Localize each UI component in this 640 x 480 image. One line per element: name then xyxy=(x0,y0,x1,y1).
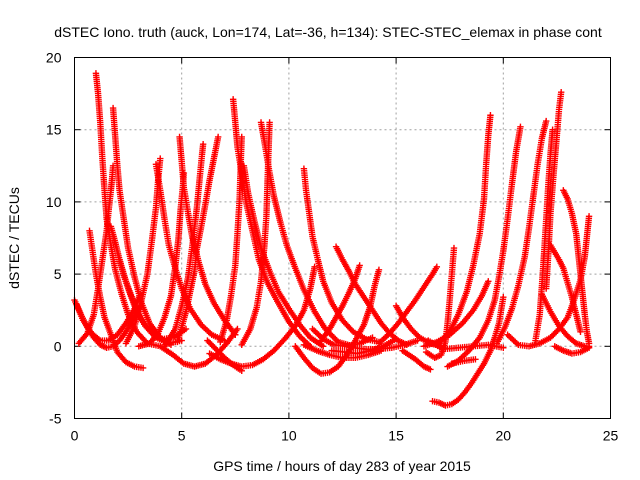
series-17 xyxy=(240,162,327,350)
y-tick-label: 15 xyxy=(46,122,62,138)
data-point xyxy=(487,112,494,119)
x-tick-label: 20 xyxy=(496,428,512,444)
y-tick-labels: -5 0 5 10 15 20 xyxy=(46,50,62,427)
series-38 xyxy=(425,337,507,353)
series-39 xyxy=(448,356,479,367)
data-point xyxy=(427,366,434,373)
y-tick-label: 0 xyxy=(54,338,62,354)
data-point xyxy=(585,344,593,351)
data-point xyxy=(450,244,458,252)
data-point xyxy=(500,294,507,301)
data-point xyxy=(320,343,327,350)
series-46 xyxy=(551,343,593,357)
data-point xyxy=(542,117,550,125)
series-31 xyxy=(375,263,441,347)
plot-frame xyxy=(74,57,611,419)
series-32 xyxy=(399,347,434,373)
data-point xyxy=(174,338,181,346)
series-40 xyxy=(493,117,550,347)
series-14 xyxy=(157,325,241,370)
x-tick-label: 0 xyxy=(71,428,79,444)
series-30 xyxy=(392,302,445,350)
data-point xyxy=(375,266,383,273)
x-tick-label: 25 xyxy=(603,428,619,444)
x-tick-label: 15 xyxy=(388,428,404,444)
series-13 xyxy=(174,133,222,346)
series-21 xyxy=(257,119,357,350)
data-point xyxy=(356,262,363,269)
series-45 xyxy=(504,213,593,350)
x-axis-label: GPS time / hours of day 283 of year 2015 xyxy=(213,458,471,474)
data-point xyxy=(549,126,556,133)
data-point xyxy=(392,335,400,343)
series-23 xyxy=(292,266,383,377)
data-points xyxy=(71,70,593,409)
x-tick-label: 10 xyxy=(281,428,297,444)
series-12 xyxy=(161,140,207,350)
data-point xyxy=(369,334,376,341)
series-35 xyxy=(435,112,494,347)
y-tick-label: -5 xyxy=(49,411,62,427)
data-point xyxy=(157,155,164,162)
chart-title: dSTEC Iono. truth (auck, Lon=174, Lat=-3… xyxy=(54,24,602,40)
y-tick-label: 10 xyxy=(46,194,62,210)
data-point xyxy=(433,263,441,271)
series-29 xyxy=(350,337,421,353)
series-3 xyxy=(86,227,147,372)
y-tick-label: 5 xyxy=(54,266,62,282)
data-point xyxy=(485,278,492,285)
x-tick-label: 5 xyxy=(178,428,186,444)
data-point xyxy=(585,213,593,220)
data-point xyxy=(500,344,507,351)
y-tick-label: 20 xyxy=(46,50,62,66)
series-8 xyxy=(122,155,164,347)
y-axis-label: dSTEC / TECUs xyxy=(6,187,22,289)
series-5 xyxy=(109,104,175,349)
series-27 xyxy=(317,262,363,344)
data-point xyxy=(199,140,207,148)
data-point xyxy=(95,336,102,343)
data-point xyxy=(266,119,273,126)
data-point xyxy=(577,328,584,336)
data-point xyxy=(472,356,479,363)
series-42 xyxy=(542,88,565,292)
data-point xyxy=(234,325,241,333)
x-tick-labels: 0 5 10 15 20 25 xyxy=(71,428,619,444)
series-15 xyxy=(217,133,245,346)
data-point xyxy=(557,88,565,96)
series-36 xyxy=(444,123,524,370)
data-point xyxy=(139,364,147,372)
series-47 xyxy=(547,242,584,336)
data-point xyxy=(517,123,524,131)
